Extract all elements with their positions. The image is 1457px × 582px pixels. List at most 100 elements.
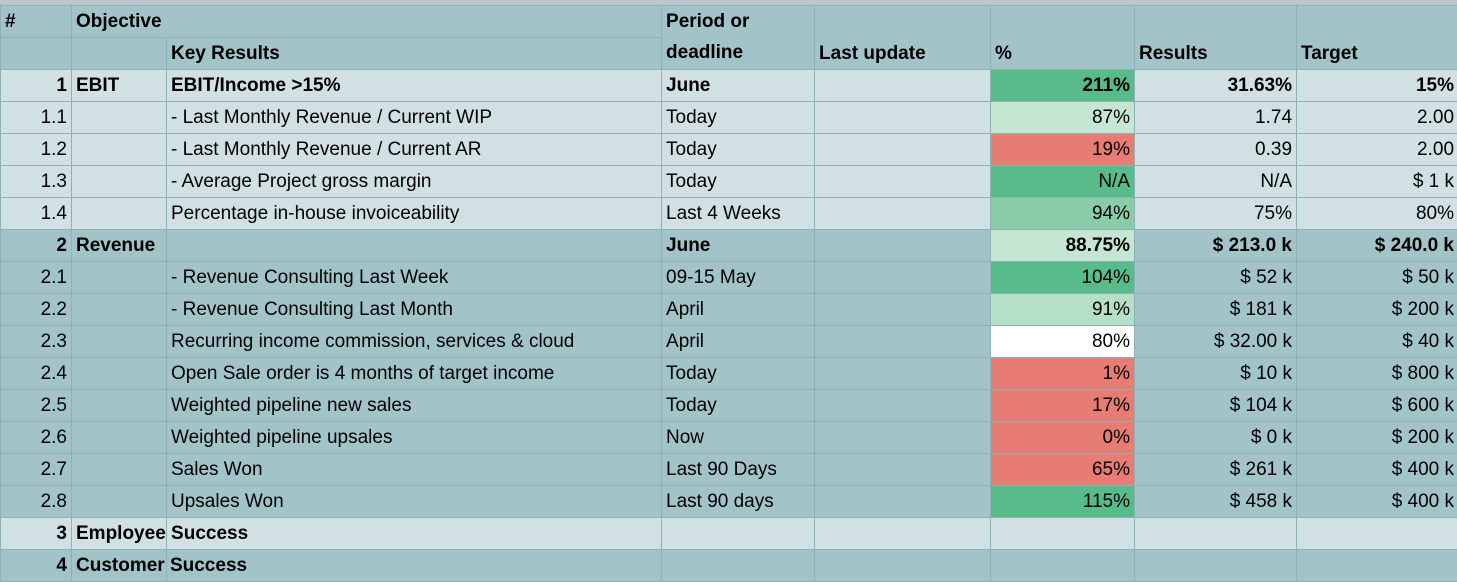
- cell-num[interactable]: 2.3: [1, 326, 72, 358]
- cell-results[interactable]: [1135, 518, 1297, 550]
- header-period[interactable]: Period or deadline: [662, 6, 815, 70]
- cell-key-result[interactable]: Percentage in-house invoiceability: [167, 198, 662, 230]
- cell-results[interactable]: $ 10 k: [1135, 358, 1297, 390]
- cell-objective[interactable]: Employee Success: [72, 518, 167, 550]
- cell-period[interactable]: 09-15 May: [662, 262, 815, 294]
- cell-key-result[interactable]: - Revenue Consulting Last Month: [167, 294, 662, 326]
- cell-results[interactable]: 0.39: [1135, 134, 1297, 166]
- cell-objective[interactable]: [72, 326, 167, 358]
- cell-key-result[interactable]: [167, 230, 662, 262]
- cell-pct[interactable]: 104%: [991, 262, 1135, 294]
- cell-num[interactable]: 2.5: [1, 390, 72, 422]
- cell-target[interactable]: $ 600 k: [1297, 390, 1457, 422]
- cell-target[interactable]: $ 200 k: [1297, 422, 1457, 454]
- cell-results[interactable]: $ 0 k: [1135, 422, 1297, 454]
- cell-pct[interactable]: 87%: [991, 102, 1135, 134]
- cell-objective[interactable]: [72, 486, 167, 518]
- cell-target[interactable]: 2.00: [1297, 134, 1457, 166]
- cell-key-result[interactable]: EBIT/Income >15%: [167, 70, 662, 102]
- cell-target[interactable]: 15%: [1297, 70, 1457, 102]
- cell-last-update[interactable]: [815, 294, 991, 326]
- cell-pct[interactable]: [991, 518, 1135, 550]
- cell-objective[interactable]: Customer Success: [72, 550, 167, 582]
- cell-last-update[interactable]: [815, 198, 991, 230]
- header-results[interactable]: Results: [1135, 6, 1297, 70]
- cell-results[interactable]: 75%: [1135, 198, 1297, 230]
- cell-results[interactable]: 1.74: [1135, 102, 1297, 134]
- cell-target[interactable]: $ 400 k: [1297, 486, 1457, 518]
- cell-period[interactable]: Last 90 Days: [662, 454, 815, 486]
- cell-objective[interactable]: [72, 198, 167, 230]
- cell-pct[interactable]: 1%: [991, 358, 1135, 390]
- cell-last-update[interactable]: [815, 70, 991, 102]
- cell-period[interactable]: April: [662, 294, 815, 326]
- cell-key-result[interactable]: Sales Won: [167, 454, 662, 486]
- cell-pct[interactable]: N/A: [991, 166, 1135, 198]
- cell-num[interactable]: 1.2: [1, 134, 72, 166]
- cell-objective[interactable]: [72, 134, 167, 166]
- cell-objective[interactable]: [72, 454, 167, 486]
- cell-period[interactable]: Last 90 days: [662, 486, 815, 518]
- cell-num[interactable]: 1.1: [1, 102, 72, 134]
- cell-period[interactable]: Today: [662, 134, 815, 166]
- cell-results[interactable]: $ 261 k: [1135, 454, 1297, 486]
- cell-key-result[interactable]: Weighted pipeline new sales: [167, 390, 662, 422]
- cell-results[interactable]: $ 52 k: [1135, 262, 1297, 294]
- cell-results[interactable]: N/A: [1135, 166, 1297, 198]
- cell-num[interactable]: 2.2: [1, 294, 72, 326]
- cell-num[interactable]: 2.7: [1, 454, 72, 486]
- cell-target[interactable]: $ 800 k: [1297, 358, 1457, 390]
- cell-key-result[interactable]: - Last Monthly Revenue / Current WIP: [167, 102, 662, 134]
- cell-period[interactable]: Today: [662, 390, 815, 422]
- cell-pct[interactable]: 0%: [991, 422, 1135, 454]
- cell-results[interactable]: $ 181 k: [1135, 294, 1297, 326]
- cell-target[interactable]: $ 1 k: [1297, 166, 1457, 198]
- cell-last-update[interactable]: [815, 166, 991, 198]
- cell-key-result[interactable]: - Last Monthly Revenue / Current AR: [167, 134, 662, 166]
- cell-pct[interactable]: 94%: [991, 198, 1135, 230]
- cell-period[interactable]: April: [662, 326, 815, 358]
- cell-period[interactable]: [662, 518, 815, 550]
- cell-target[interactable]: $ 200 k: [1297, 294, 1457, 326]
- cell-results[interactable]: $ 213.0 k: [1135, 230, 1297, 262]
- cell-num[interactable]: 1.4: [1, 198, 72, 230]
- cell-period[interactable]: [662, 550, 815, 582]
- cell-target[interactable]: $ 40 k: [1297, 326, 1457, 358]
- header-key-results[interactable]: Key Results: [167, 38, 662, 70]
- cell-target[interactable]: $ 400 k: [1297, 454, 1457, 486]
- cell-last-update[interactable]: [815, 326, 991, 358]
- cell-objective[interactable]: [72, 358, 167, 390]
- cell-key-result[interactable]: Weighted pipeline upsales: [167, 422, 662, 454]
- cell-key-result[interactable]: Recurring income commission, services & …: [167, 326, 662, 358]
- cell-results[interactable]: $ 32.00 k: [1135, 326, 1297, 358]
- cell-target[interactable]: [1297, 518, 1457, 550]
- header-blank-1[interactable]: [1, 38, 72, 70]
- cell-pct[interactable]: 91%: [991, 294, 1135, 326]
- cell-results[interactable]: [1135, 550, 1297, 582]
- cell-num[interactable]: 1.3: [1, 166, 72, 198]
- cell-last-update[interactable]: [815, 230, 991, 262]
- cell-results[interactable]: $ 104 k: [1135, 390, 1297, 422]
- cell-period[interactable]: Today: [662, 358, 815, 390]
- cell-key-result[interactable]: - Revenue Consulting Last Week: [167, 262, 662, 294]
- header-target[interactable]: Target: [1297, 6, 1457, 70]
- cell-num[interactable]: 2.8: [1, 486, 72, 518]
- cell-last-update[interactable]: [815, 518, 991, 550]
- cell-last-update[interactable]: [815, 390, 991, 422]
- cell-last-update[interactable]: [815, 134, 991, 166]
- cell-num[interactable]: 4: [1, 550, 72, 582]
- cell-last-update[interactable]: [815, 486, 991, 518]
- header-num[interactable]: #: [1, 6, 72, 38]
- cell-pct[interactable]: 115%: [991, 486, 1135, 518]
- cell-num[interactable]: 3: [1, 518, 72, 550]
- cell-period[interactable]: June: [662, 70, 815, 102]
- cell-target[interactable]: $ 50 k: [1297, 262, 1457, 294]
- header-blank-2[interactable]: [72, 38, 167, 70]
- cell-key-result[interactable]: Upsales Won: [167, 486, 662, 518]
- cell-objective[interactable]: [72, 294, 167, 326]
- cell-num[interactable]: 1: [1, 70, 72, 102]
- header-objective[interactable]: Objective: [72, 6, 662, 38]
- cell-key-result[interactable]: Open Sale order is 4 months of target in…: [167, 358, 662, 390]
- cell-last-update[interactable]: [815, 358, 991, 390]
- cell-objective[interactable]: [72, 422, 167, 454]
